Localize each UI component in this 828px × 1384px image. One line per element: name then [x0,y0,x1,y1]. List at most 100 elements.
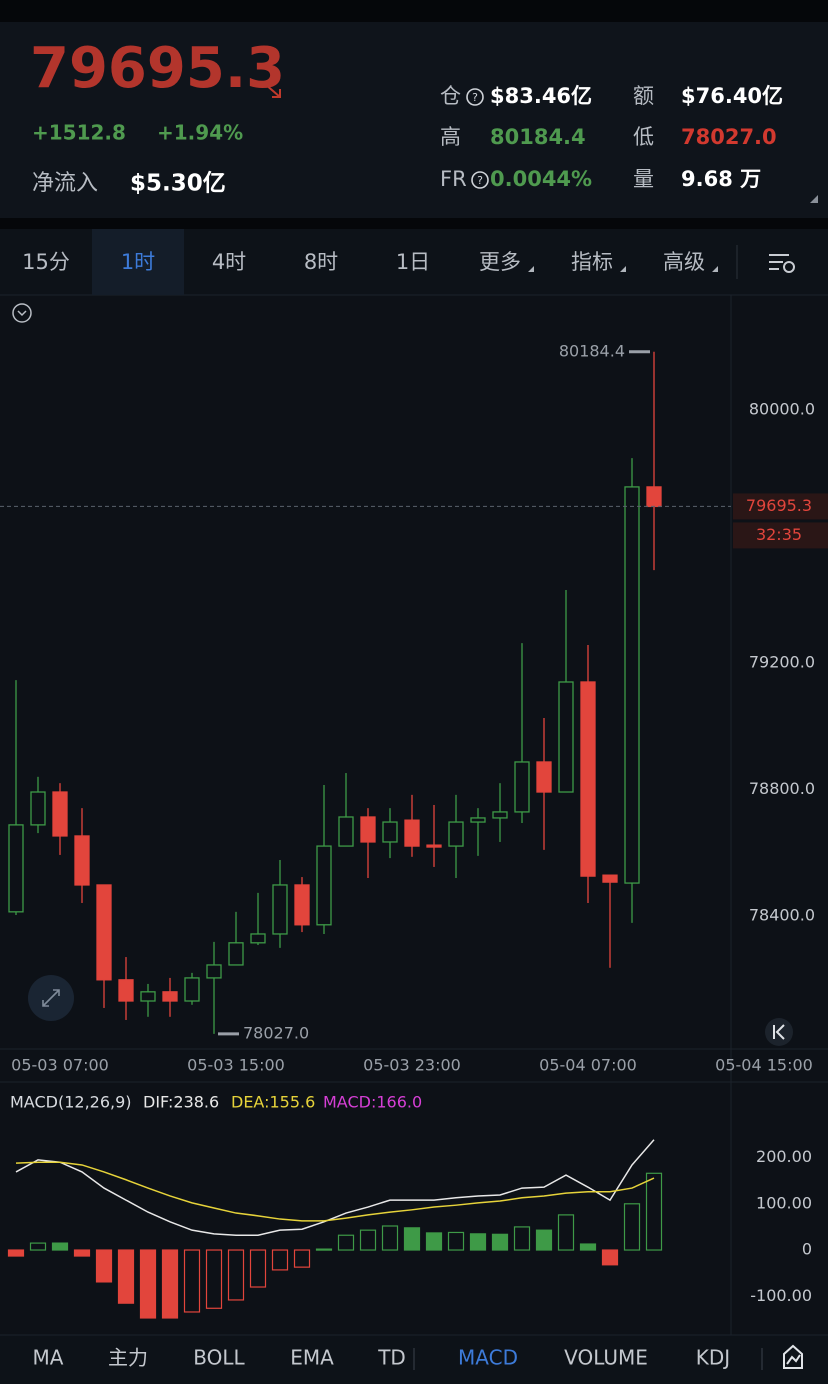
macd-bar [359,1229,377,1251]
indicator-tab[interactable]: BOLL [193,1346,245,1370]
candle-body [294,884,310,926]
countdown-tag [733,522,828,549]
indicator-tab[interactable]: MACD [458,1346,518,1370]
candle-body [536,761,552,793]
legend-entry: DIF:238.6 [143,1093,219,1112]
last-price-tag [733,493,828,520]
tab[interactable]: 8时 [304,250,338,274]
indicator-tab[interactable]: EMA [290,1346,334,1370]
macd-bar [271,1249,289,1271]
x-tick-label: 05-03 23:00 [363,1056,461,1075]
tab[interactable]: 4时 [212,250,246,274]
macd-line [15,1139,655,1236]
tab[interactable]: 1时 [121,250,155,274]
candle-body [206,964,222,979]
macd-bar [513,1226,531,1251]
indicator-tab[interactable]: KDJ [696,1346,730,1370]
macd-bar [293,1249,311,1268]
macd-bar [447,1231,465,1251]
macd-line [15,1161,655,1222]
candle-body [118,979,134,1002]
stat-value: $76.40亿 [681,84,783,108]
collapse-icon[interactable] [12,303,32,323]
low-label: 78027.0 [243,1023,309,1042]
indicator-tab[interactable]: 主力 [108,1346,148,1370]
macd-bar [183,1249,201,1313]
tab[interactable]: 1日 [396,250,430,274]
legend-entry: DEA:155.6 [231,1093,315,1112]
countdown: 32:35 [756,525,802,544]
candle-body [624,486,640,884]
macd-bar [623,1203,641,1251]
indicator-tab[interactable]: MA [33,1346,64,1370]
candle-body [360,816,376,843]
tab[interactable]: 指标 [571,250,613,274]
indicator-tab[interactable]: TD [377,1346,406,1370]
macd-bar [95,1249,113,1283]
active-tab-bg [92,229,184,295]
x-tick-label: 05-03 15:00 [187,1056,285,1075]
dropdown-marks [528,266,718,272]
stat-value: $83.46亿 [490,84,592,108]
candle-body [602,874,618,883]
status-strip [0,0,828,22]
macd-bar [73,1249,91,1257]
jump-latest-button[interactable] [765,1018,793,1046]
macd-bar [227,1249,245,1301]
help-icon[interactable] [466,88,484,106]
macd-bar [7,1249,25,1257]
settings-icon[interactable] [769,254,795,273]
macd-bar [249,1249,267,1288]
net-inflow-label: 净流入 [32,171,98,196]
expand-corner[interactable] [810,195,818,203]
macd-bar [29,1242,47,1251]
y-tick-label: -100.00 [750,1286,812,1305]
help-icon[interactable] [471,171,489,189]
collapse-chevron [17,310,27,317]
price: 79695.3 [30,36,285,101]
candle-body [74,835,90,886]
jump-latest-icon [773,1024,785,1040]
draw-tool-icon[interactable] [783,1344,803,1369]
stat-value: 0.0044% [490,167,592,191]
change-percent: +1.94% [157,121,243,145]
candle-body [52,791,68,837]
macd-bar [161,1249,179,1319]
macd-bar [491,1233,509,1251]
macd-bar [557,1214,575,1251]
macd-bar [337,1234,355,1251]
net-inflow: $5.30亿 [130,171,226,197]
x-tick-label: 05-03 07:00 [11,1056,109,1075]
stat-label: 高 [440,125,461,149]
header-divider [0,218,828,229]
macd-bar [205,1249,223,1309]
macd-bar [579,1243,597,1251]
last-price: 79695.3 [746,496,812,515]
candle-body [184,977,200,1002]
x-tick-label: 05-04 15:00 [715,1056,813,1075]
macd-title: MACD(12,26,9) [10,1093,132,1112]
header-panel [0,22,828,218]
y-tick-label: 0 [802,1240,812,1259]
high-label: 80184.4 [559,341,625,360]
stat-value: 80184.4 [490,125,586,149]
macd-bar [139,1249,157,1319]
candle-body [646,486,662,508]
legend-entry: MACD:166.0 [323,1093,422,1112]
candle-body [382,821,398,843]
macd-bar [535,1229,553,1251]
stat-value: 9.68 万 [681,167,761,191]
tab[interactable]: 高级 [663,250,705,274]
indicator-tab[interactable]: VOLUME [564,1346,648,1370]
candle-body [250,933,266,944]
y-tick-label: 200.00 [756,1147,812,1166]
candle-body [96,884,112,981]
tab[interactable]: 更多 [479,250,521,274]
y-tick-label: 78800.0 [749,779,815,798]
tab[interactable]: 15分 [22,250,70,274]
candle-body [140,991,156,1002]
down-arrow [264,83,281,98]
fullscreen-icon [42,989,60,1007]
candle-body [426,844,442,848]
